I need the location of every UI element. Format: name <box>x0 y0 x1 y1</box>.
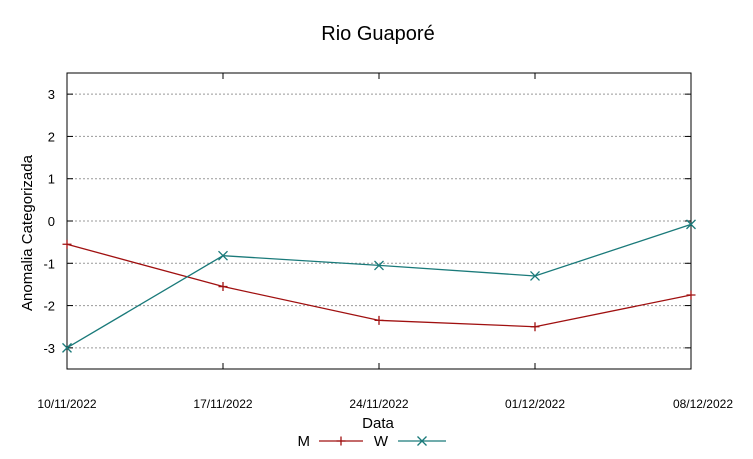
y-axis-ticks: 3 2 1 0 -1 -2 -3 <box>43 87 691 356</box>
plus-marker <box>62 239 72 249</box>
x-axis-label: Data <box>362 415 394 432</box>
cross-marker <box>218 250 228 261</box>
y-tick-label: -3 <box>43 341 55 356</box>
y-tick-label: 2 <box>48 129 55 144</box>
cross-marker <box>530 271 540 281</box>
x-tick-label: 24/11/2022 <box>349 397 408 411</box>
x-tick-label: 01/12/2022 <box>505 397 565 411</box>
grid-lines <box>67 93 691 349</box>
cross-marker <box>417 436 427 446</box>
x-tick-label: 10/11/2022 <box>37 397 96 411</box>
legend-label-M: M <box>298 433 311 450</box>
y-tick-label: -1 <box>43 256 55 271</box>
cross-marker <box>374 260 384 271</box>
y-tick-label: 0 <box>48 214 55 229</box>
plus-marker <box>336 436 346 446</box>
series-group <box>62 219 696 353</box>
plus-marker <box>686 290 696 300</box>
y-tick-label: 3 <box>48 87 55 102</box>
y-tick-label: -2 <box>43 299 55 314</box>
cross-marker <box>62 342 72 353</box>
chart-title: Rio Guaporé <box>321 23 434 45</box>
x-tick-label: 17/11/2022 <box>193 397 252 411</box>
plus-marker <box>218 282 228 292</box>
plus-marker <box>530 322 540 332</box>
plus-marker <box>374 315 384 325</box>
y-axis-label: Anomalia Categorizada <box>19 154 36 311</box>
x-tick-label: 08/12/2022 <box>673 397 733 411</box>
x-axis-ticks: 10/11/2022 17/11/2022 24/11/2022 01/12/2022… <box>37 73 733 411</box>
series-line-W <box>66 223 692 349</box>
cross-marker <box>686 219 696 230</box>
y-tick-label: 1 <box>48 172 55 187</box>
series-line-M <box>66 243 692 328</box>
legend-label-W: W <box>374 433 389 450</box>
